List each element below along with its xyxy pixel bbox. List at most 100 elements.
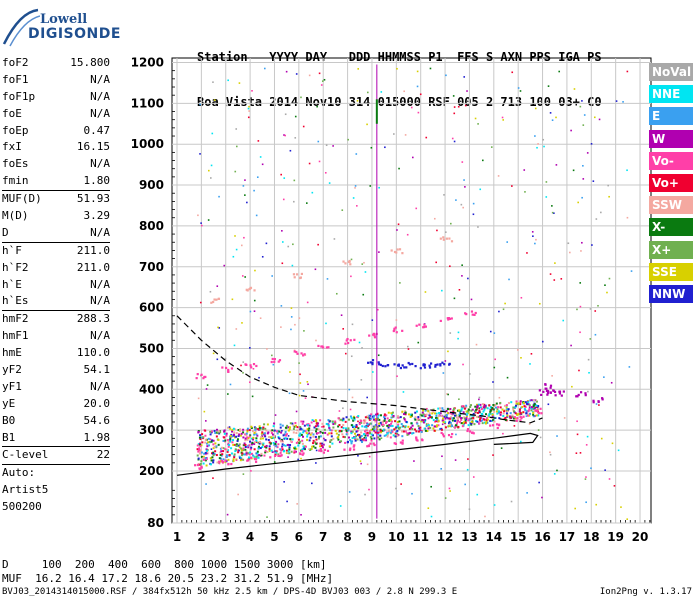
echo-point — [281, 424, 284, 427]
echo-point — [449, 423, 452, 426]
echo-point — [289, 440, 292, 443]
trace-point — [293, 450, 296, 453]
echo-point — [493, 366, 496, 369]
echo-point — [553, 279, 556, 281]
echo-point — [315, 442, 318, 445]
echo-point — [213, 453, 216, 456]
trace-point — [194, 464, 197, 467]
echo-point — [204, 453, 207, 456]
echo-point — [534, 107, 537, 110]
echo-point — [461, 264, 463, 267]
echo-point — [433, 429, 436, 432]
echo-point — [261, 428, 264, 431]
echo-point — [248, 435, 251, 438]
echo-point — [248, 381, 251, 384]
echo-point — [298, 434, 301, 437]
trace-point — [560, 394, 563, 397]
echo-point — [581, 241, 583, 244]
echo-point — [265, 444, 268, 447]
echo-point — [450, 412, 453, 415]
echo-point — [229, 438, 232, 441]
echo-point — [352, 415, 355, 418]
echo-point — [489, 409, 492, 412]
echo-point — [204, 459, 207, 462]
echo-point — [360, 421, 363, 424]
param-separator — [2, 310, 110, 312]
echo-point — [574, 507, 576, 510]
echo-point — [283, 134, 285, 136]
trace-point — [377, 361, 380, 364]
echo-point — [305, 202, 308, 204]
echo-point — [241, 452, 244, 455]
echo-point — [532, 235, 534, 237]
legend-item: NoVal — [649, 63, 693, 81]
echo-point — [503, 404, 506, 407]
echo-point — [287, 456, 289, 458]
echo-point — [221, 446, 224, 449]
echo-point — [225, 454, 228, 457]
echo-point — [520, 417, 523, 420]
echo-point — [431, 424, 434, 427]
echo-point — [200, 451, 203, 454]
echo-point — [370, 413, 373, 416]
echo-point — [217, 430, 220, 433]
echo-point — [340, 314, 343, 317]
echo-point — [365, 439, 368, 442]
echo-point — [328, 182, 331, 184]
echo-point — [290, 316, 293, 318]
echo-point — [470, 417, 473, 420]
echo-point — [402, 425, 405, 428]
echo-point — [231, 298, 234, 301]
trace-point — [522, 415, 525, 418]
echo-point — [217, 326, 219, 329]
echo-point — [425, 136, 428, 139]
echo-point — [344, 441, 347, 444]
echo-point — [412, 156, 414, 159]
echo-point — [595, 503, 598, 506]
echo-point — [246, 429, 249, 432]
echo-point — [469, 373, 471, 375]
echo-point — [342, 424, 345, 427]
echo-point — [482, 159, 484, 162]
echo-point — [199, 445, 202, 448]
echo-point — [360, 379, 363, 381]
param-name: h`Es — [2, 294, 29, 308]
echo-point — [519, 401, 522, 404]
echo-point — [470, 298, 473, 301]
trace-point — [295, 273, 299, 276]
echo-point — [430, 416, 433, 419]
echo-point — [235, 328, 238, 330]
echo-point — [212, 477, 214, 479]
echo-point — [248, 110, 250, 112]
echo-point — [302, 445, 305, 448]
echo-point — [307, 429, 310, 432]
echo-point — [296, 426, 299, 429]
echo-point — [351, 323, 354, 326]
echo-point — [600, 211, 602, 214]
trace-point — [558, 392, 562, 395]
echo-point — [468, 417, 471, 420]
echo-point — [358, 433, 361, 436]
echo-point — [301, 442, 304, 445]
echo-point — [457, 425, 460, 428]
echo-point — [535, 400, 538, 403]
echo-point — [496, 408, 499, 411]
trace-point — [558, 390, 561, 393]
echo-point — [370, 437, 373, 440]
echo-point — [528, 423, 531, 425]
echo-point — [470, 421, 473, 424]
echo-point — [317, 432, 320, 435]
echo-point — [226, 438, 229, 441]
echo-point — [455, 422, 458, 425]
echo-point — [383, 414, 386, 417]
echo-point — [352, 426, 355, 429]
echo-point — [381, 421, 384, 424]
echo-point — [466, 412, 469, 415]
echo-point — [584, 478, 587, 480]
echo-point — [260, 454, 263, 457]
echo-point — [542, 138, 545, 141]
echo-point — [275, 450, 278, 453]
echo-point — [364, 434, 367, 437]
echo-point — [348, 491, 351, 493]
echo-point — [570, 129, 572, 132]
